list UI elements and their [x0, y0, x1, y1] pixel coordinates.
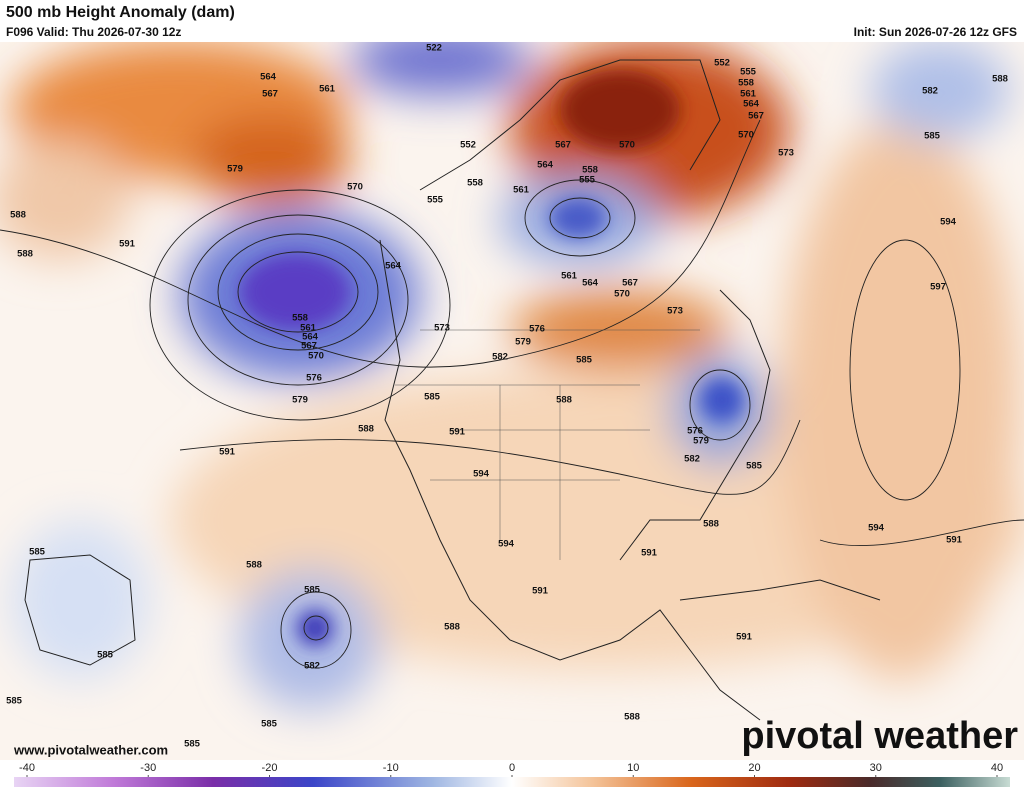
contour-label: 567 — [622, 278, 638, 289]
contour-label: 561 — [513, 185, 530, 196]
contour-label: 585 — [184, 739, 201, 750]
contour-label: 552 — [460, 140, 476, 151]
contour-label: 585 — [261, 719, 278, 730]
contour-label: 588 — [358, 424, 374, 435]
website: www.pivotalweather.com — [13, 742, 168, 757]
contour-label: 570 — [347, 182, 363, 193]
contour-label: 594 — [940, 217, 957, 228]
colorbar-tick-label: 0 — [509, 762, 515, 774]
contour-label: 576 — [687, 426, 703, 437]
borders — [395, 329, 700, 560]
contour-label: 588 — [10, 210, 26, 221]
contour-label: 591 — [119, 239, 136, 250]
contour-label: 591 — [641, 548, 658, 559]
contour-label: 588 — [703, 519, 719, 530]
contour-label: 558 — [292, 313, 308, 324]
title: 500 mb Height Anomaly (dam) — [6, 4, 235, 21]
contour-label: 582 — [492, 352, 508, 363]
contour-label: 573 — [667, 306, 683, 317]
contour-label: 558 — [582, 165, 598, 176]
contour-label: 561 — [300, 323, 317, 334]
contour-label: 585 — [576, 355, 593, 366]
contour-label: 588 — [992, 74, 1008, 85]
contour-label: 588 — [444, 622, 460, 633]
colorbar-tick-label: -20 — [262, 762, 278, 774]
contour-label: 591 — [532, 586, 549, 597]
colorbar-tick-label: 10 — [627, 762, 639, 774]
contour-label: 588 — [246, 560, 262, 571]
contour-label: 588 — [17, 249, 33, 260]
contour-label: 576 — [529, 324, 545, 335]
contour-label: 594 — [498, 539, 515, 550]
contour-label: 573 — [778, 148, 794, 159]
contour-label: 588 — [556, 395, 572, 406]
logo: pivotal weather — [741, 715, 1018, 757]
contour-label: 585 — [424, 392, 441, 403]
coastlines — [24, 59, 881, 721]
contour-label: 597 — [930, 282, 946, 293]
contour-label: 564 — [582, 278, 599, 289]
contour-label: 570 — [738, 130, 754, 141]
contour-label: 582 — [922, 86, 938, 97]
contour-label: 561 — [319, 84, 336, 95]
colorbar-tick-label: -30 — [140, 762, 156, 774]
map-area — [0, 25, 1024, 760]
contour-label: 585 — [924, 131, 941, 142]
colorbar-tick-label: -10 — [383, 762, 399, 774]
contour-label: 570 — [614, 289, 630, 300]
contour-label: 522 — [426, 43, 442, 54]
colorbar-tick-label: -40 — [19, 762, 35, 774]
contour-label: 591 — [449, 427, 466, 438]
contour-label: 591 — [219, 447, 236, 458]
contour-label: 585 — [97, 650, 114, 661]
colorbar — [14, 777, 1010, 787]
contour-label: 561 — [561, 271, 578, 282]
contour-label: 582 — [304, 661, 320, 672]
contour-label: 561 — [740, 89, 757, 100]
contour-label: 567 — [748, 111, 764, 122]
contour-label: 591 — [946, 535, 963, 546]
contour-label: 594 — [473, 469, 490, 480]
contour-label: 579 — [515, 337, 531, 348]
contour-label: 594 — [868, 523, 885, 534]
colorbar-tick-label: 30 — [870, 762, 882, 774]
contour-label: 552 — [714, 58, 730, 69]
contour-label: 576 — [306, 373, 322, 384]
contour-label: 579 — [292, 395, 308, 406]
contour-label: 585 — [29, 547, 46, 558]
contour-label: 564 — [743, 99, 760, 110]
contour-label: 585 — [304, 585, 321, 596]
contour-label: 555 — [579, 175, 596, 186]
contour-label: 567 — [555, 140, 571, 151]
colorbar-tick-label: 40 — [991, 762, 1003, 774]
contour-label: 558 — [738, 78, 754, 89]
contour-label: 585 — [6, 696, 23, 707]
colorbar-ticks: -40 -30 -20 -10 0 10 20 30 40 — [19, 762, 1003, 777]
colorbar-tick-label: 20 — [748, 762, 760, 774]
contour-label: 567 — [301, 341, 317, 352]
contour-label: 570 — [619, 140, 635, 151]
contour-label: 570 — [308, 351, 324, 362]
contour-label: 591 — [736, 632, 753, 643]
contour-label: 567 — [262, 89, 278, 100]
contour-label: 555 — [740, 67, 757, 78]
valid-time: F096 Valid: Thu 2026-07-30 12z — [6, 25, 181, 39]
contour-label: 579 — [693, 436, 709, 447]
contour-label: 582 — [684, 454, 700, 465]
contour-label: 558 — [467, 178, 483, 189]
init-time: Init: Sun 2026-07-26 12z GFS — [854, 25, 1017, 39]
contour-label: 564 — [385, 261, 402, 272]
contour-label: 555 — [427, 195, 444, 206]
contour-label: 564 — [260, 72, 277, 83]
contour-label: 585 — [746, 461, 763, 472]
contour-label: 564 — [537, 160, 554, 171]
contour-label: 573 — [434, 323, 450, 334]
contour-label: 564 — [302, 332, 319, 343]
contour-label: 588 — [624, 712, 640, 723]
contour-label: 579 — [227, 164, 243, 175]
height-contours — [0, 119, 1024, 669]
